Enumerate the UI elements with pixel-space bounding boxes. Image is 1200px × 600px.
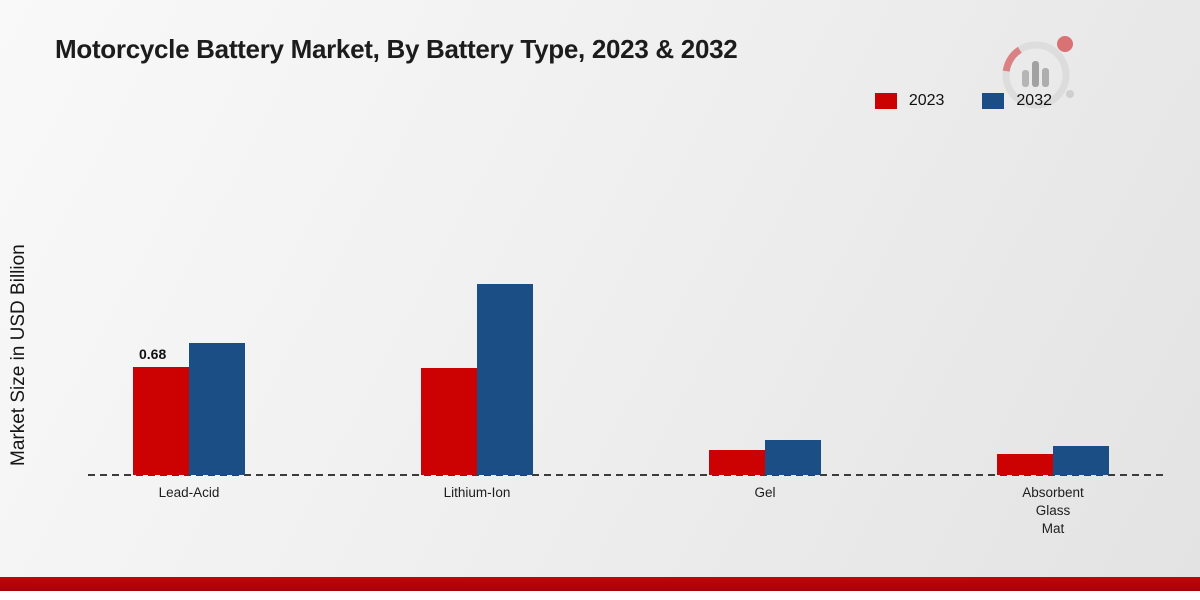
x-tick-label: Lead-Acid: [158, 485, 220, 500]
footer-red-band: [0, 577, 1200, 591]
x-tick-label: Lithium-Ion: [443, 485, 511, 500]
market-research-logo-icon: [992, 28, 1084, 123]
legend-swatch: [874, 93, 897, 109]
x-tick-label: Absorbent Glass Mat: [1022, 485, 1084, 537]
bar-pair: [421, 284, 533, 475]
bar-2032-gel: [765, 440, 821, 475]
bar-2023-lithium-ion: [421, 368, 477, 475]
bar-pair: [709, 440, 821, 475]
x-tick-label: Gel: [754, 485, 776, 500]
legend-label: 2023: [908, 92, 945, 109]
y-axis-label: Market Size in USD Billion: [8, 244, 29, 466]
x-axis-baseline: [88, 474, 1165, 476]
bar-2032-absorbent-glass-mat: [1053, 446, 1109, 475]
chart-title: Motorcycle Battery Market, By Battery Ty…: [55, 34, 738, 64]
legend: 2023 2032: [874, 92, 1052, 110]
legend-swatch: [982, 93, 1005, 109]
legend-label: 2032: [1016, 92, 1052, 109]
legend-item-2023: 2023: [874, 92, 945, 110]
bar-2023-absorbent-glass-mat: [997, 454, 1053, 475]
bar-value-label: 0.68: [139, 346, 167, 362]
bar-2023-gel: [709, 450, 765, 475]
bar-pair: 0.68: [133, 343, 245, 475]
bar-2032-lithium-ion: [477, 284, 533, 475]
legend-item-2032: 2032: [982, 92, 1052, 110]
bar-2023-lead-acid: 0.68: [133, 346, 189, 475]
bar-2032-lead-acid: [189, 343, 245, 475]
bar-pair: [997, 446, 1109, 475]
